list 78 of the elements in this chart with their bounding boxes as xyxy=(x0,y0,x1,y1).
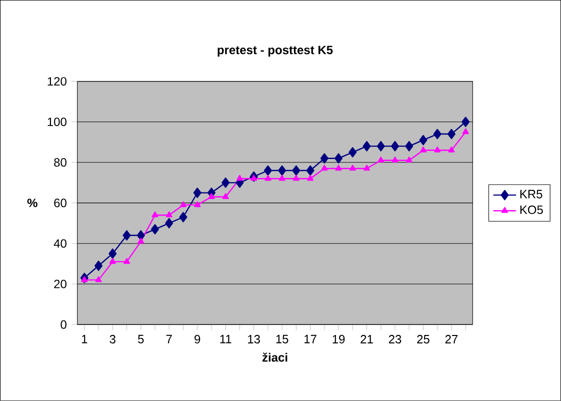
y-tick-label: 40 xyxy=(54,239,66,248)
x-tick-label: 5 xyxy=(138,335,144,344)
point xyxy=(150,224,159,234)
x-tick-label: 11 xyxy=(220,335,232,344)
point xyxy=(448,146,455,152)
point xyxy=(264,165,272,176)
point xyxy=(306,165,314,176)
point xyxy=(378,156,384,163)
point xyxy=(152,211,158,218)
point xyxy=(434,146,441,152)
point xyxy=(320,153,328,164)
point xyxy=(364,164,370,171)
point xyxy=(419,135,428,146)
point xyxy=(108,248,117,259)
legend-label: KR5 xyxy=(520,190,542,198)
x-axis-title: žiaci xyxy=(262,352,288,362)
x-tick-label: 1 xyxy=(82,335,88,344)
x-tick-label: 21 xyxy=(360,334,373,344)
y-tick-label: 20 xyxy=(54,280,66,288)
point xyxy=(462,128,469,134)
x-tick-label: 17 xyxy=(304,335,316,344)
x-tick-label: 9 xyxy=(194,334,200,344)
point xyxy=(321,164,328,171)
x-tick-label: 23 xyxy=(388,334,402,344)
point xyxy=(222,178,230,188)
x-tick-label: 13 xyxy=(248,334,260,344)
point xyxy=(81,276,88,282)
point xyxy=(447,128,456,140)
point xyxy=(405,141,414,152)
x-tick-label: 15 xyxy=(276,335,288,344)
point xyxy=(278,165,286,176)
point xyxy=(250,175,258,181)
point xyxy=(433,128,442,140)
x-tick-label: 25 xyxy=(417,334,430,344)
y-tick-label: 0 xyxy=(60,320,66,329)
point xyxy=(376,141,385,152)
point xyxy=(222,193,229,200)
y-tick-label: 60 xyxy=(54,198,66,208)
point xyxy=(179,212,188,222)
point xyxy=(165,218,174,228)
point xyxy=(362,141,371,152)
y-tick-label: 120 xyxy=(48,77,66,86)
point xyxy=(94,260,103,271)
point xyxy=(391,141,400,152)
legend-label: KO5 xyxy=(520,206,543,214)
point xyxy=(123,258,130,264)
y-axis-title: % xyxy=(27,198,38,208)
point xyxy=(138,238,144,244)
y-tick-label: 80 xyxy=(54,158,66,167)
point xyxy=(392,156,398,163)
point xyxy=(208,193,215,200)
point xyxy=(264,175,272,181)
chart-title: pretest - posttest K5 xyxy=(218,46,333,57)
x-tick-label: 3 xyxy=(110,334,116,344)
point xyxy=(462,116,470,128)
x-tick-label: 27 xyxy=(445,334,458,344)
x-tick-label: 19 xyxy=(332,334,345,344)
point xyxy=(349,164,356,171)
point xyxy=(406,156,412,163)
point xyxy=(95,276,102,282)
point xyxy=(307,175,314,181)
y-tick-label: 100 xyxy=(48,118,66,126)
point xyxy=(348,147,357,158)
point xyxy=(193,188,202,198)
point xyxy=(292,175,300,181)
point xyxy=(194,201,201,208)
point xyxy=(136,230,145,241)
point xyxy=(278,175,286,181)
point xyxy=(292,165,300,176)
x-tick-label: 7 xyxy=(166,335,172,344)
point xyxy=(335,164,342,171)
point xyxy=(180,201,186,208)
point xyxy=(334,153,343,164)
point xyxy=(166,211,172,218)
point xyxy=(236,175,243,181)
point xyxy=(420,146,426,152)
point xyxy=(122,230,131,241)
point xyxy=(109,258,116,264)
